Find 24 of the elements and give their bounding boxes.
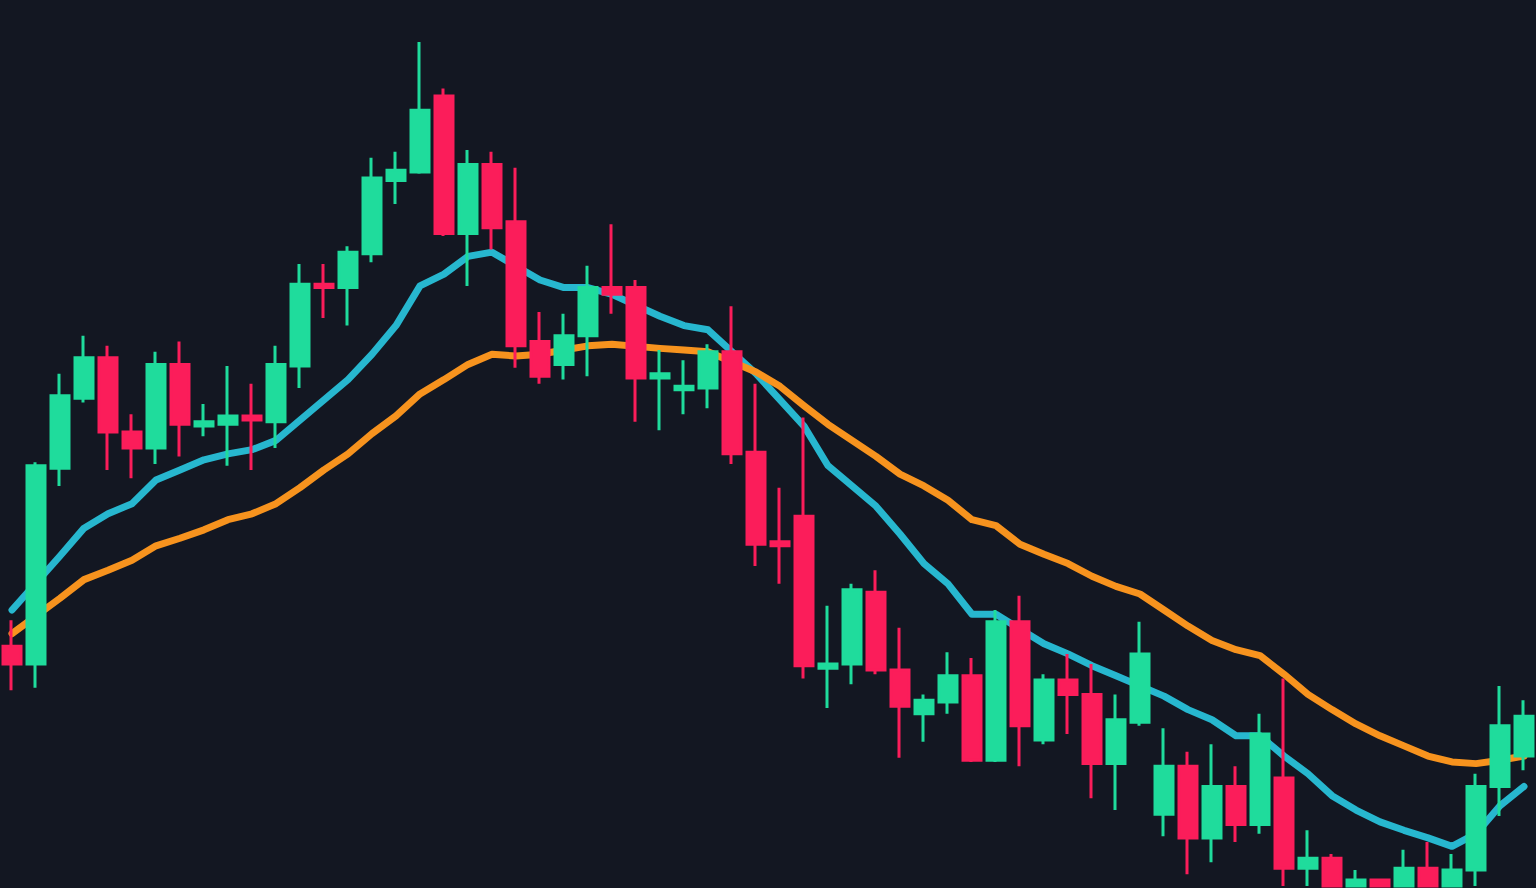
candlestick	[457, 148, 479, 288]
candlestick	[169, 340, 191, 458]
candlestick	[1033, 672, 1055, 746]
candlestick	[433, 86, 455, 238]
candlestick	[649, 348, 671, 432]
candlestick	[961, 656, 983, 764]
candlestick	[1225, 764, 1247, 844]
candlestick	[1, 618, 23, 692]
candlestick	[1201, 742, 1223, 864]
candlestick	[985, 608, 1007, 764]
candlestick	[1177, 750, 1199, 876]
candlestick	[1417, 840, 1439, 888]
candlestick	[1297, 828, 1319, 888]
candlestick	[1369, 876, 1391, 888]
candlestick	[1273, 676, 1295, 888]
candlestick	[1393, 848, 1415, 888]
candlestick	[1345, 868, 1367, 888]
candlestick	[145, 350, 167, 466]
candlestick	[1321, 852, 1343, 888]
candlestick	[1249, 712, 1271, 836]
candlestick	[241, 382, 263, 472]
candlestick	[313, 262, 335, 320]
candlestick	[1153, 726, 1175, 838]
candlestick	[1009, 594, 1031, 768]
